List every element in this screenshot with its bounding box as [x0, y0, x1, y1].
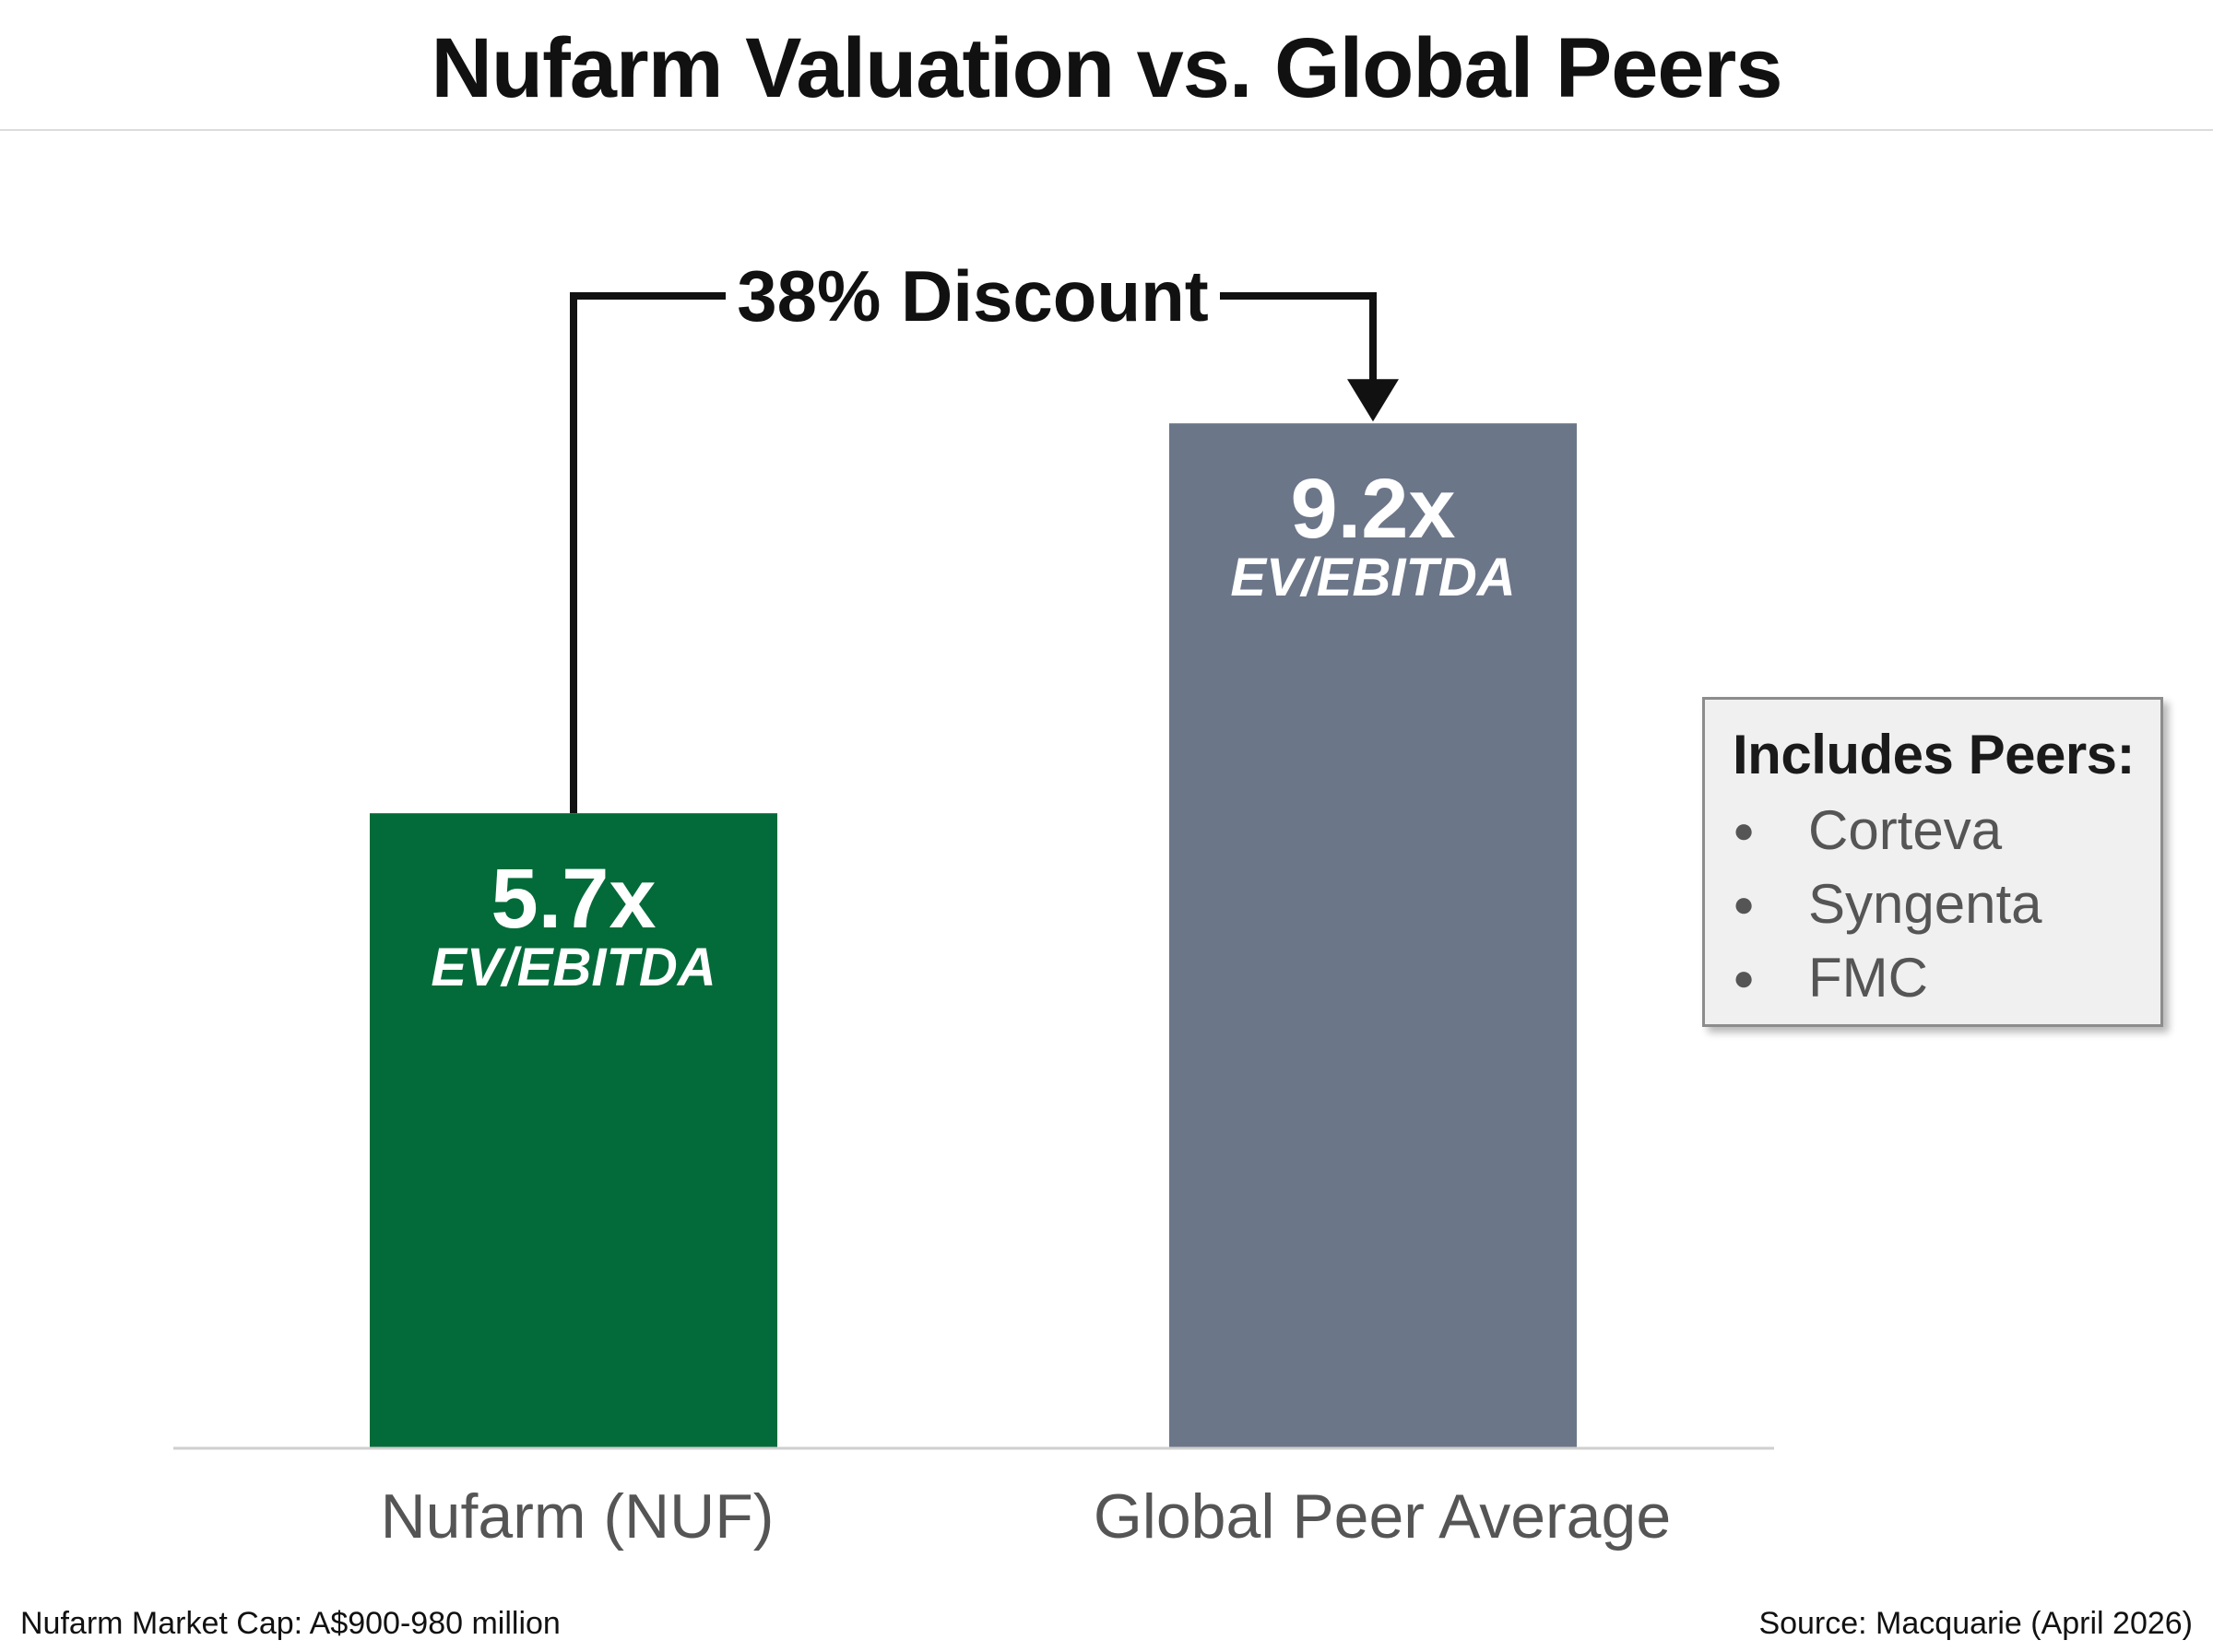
discount-annotation: 38% Discount — [570, 255, 1399, 814]
bar-metric-label: EV/EBITDA — [1230, 548, 1515, 608]
peer-item: ● Corteva — [1733, 794, 2160, 867]
category-tick-label: Global Peer Average — [1094, 1481, 1671, 1552]
discount-arrowhead — [1347, 379, 1399, 422]
peers-list: ● Corteva ● Syngenta ● FMC — [1733, 794, 2160, 1015]
chart-title: Nufarm Valuation vs. Global Peers — [431, 21, 1782, 115]
market-cap-footnote: Nufarm Market Cap: A$900-980 million — [20, 1606, 561, 1641]
bar-value-label: 5.7x — [491, 852, 656, 946]
bar-value-label: 9.2x — [1290, 462, 1455, 556]
peer-item-label: Corteva — [1808, 799, 2003, 861]
discount-bracket-left — [570, 292, 726, 814]
peer-item-label: Syngenta — [1808, 873, 2042, 935]
bullet-icon: ● — [1733, 884, 1756, 925]
bullet-icon: ● — [1733, 958, 1756, 998]
source-footnote: Source: Macquarie (April 2026) — [1758, 1606, 2193, 1641]
discount-bracket-right — [1220, 292, 1377, 385]
category-tick-label: Nufarm (NUF) — [381, 1481, 775, 1552]
peers-legend-box: Includes Peers: ● Corteva ● Syngenta ● FMC — [1702, 697, 2163, 1027]
title-divider — [0, 129, 2213, 131]
discount-label: 38% Discount — [737, 255, 1208, 336]
bar-nufarm — [370, 813, 777, 1448]
bars-layer — [370, 423, 1577, 1449]
peer-item-label: FMC — [1808, 947, 1928, 1009]
bar-global-peer-average — [1169, 423, 1577, 1449]
bar-metric-label: EV/EBITDA — [431, 938, 716, 997]
peers-box-title: Includes Peers: — [1733, 724, 2136, 785]
peer-item: ● Syngenta — [1733, 867, 2160, 941]
peer-item: ● FMC — [1733, 941, 2160, 1015]
bullet-icon: ● — [1733, 810, 1756, 851]
